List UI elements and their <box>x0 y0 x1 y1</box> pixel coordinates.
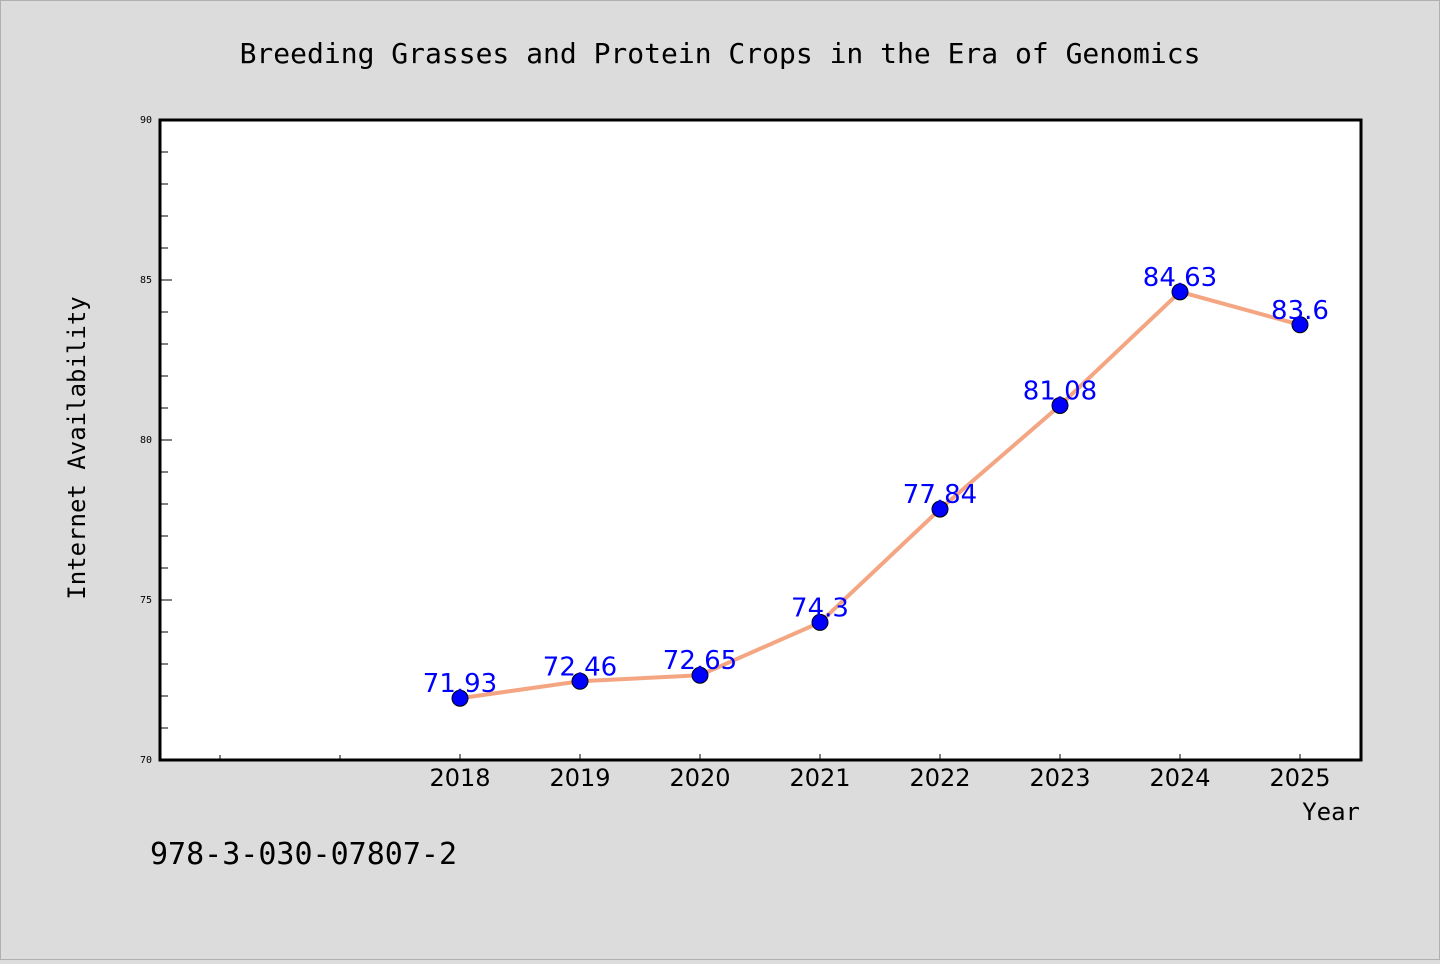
data-label: 81.08 <box>1023 376 1097 406</box>
series-line <box>459 289 1301 701</box>
data-point <box>1051 396 1069 414</box>
data-label: 77.84 <box>903 480 977 510</box>
chart-title: Breeding Grasses and Protein Crops in th… <box>240 37 1201 70</box>
series-group <box>451 283 1309 707</box>
data-label: 84.63 <box>1143 263 1217 293</box>
y-tick-label: 80 <box>140 435 152 446</box>
y-tick-label: 90 <box>140 115 152 126</box>
data-label: 74.3 <box>791 593 849 623</box>
x-tick-label: 2025 <box>1269 764 1330 792</box>
data-label: 72.65 <box>663 646 737 676</box>
x-axis: 2018 2019 2020 2021 2022 2023 2024 2025 <box>219 754 1331 792</box>
x-tick-label: 2018 <box>429 764 490 792</box>
x-tick-label: 2020 <box>669 764 730 792</box>
x-tick-label: 2023 <box>1029 764 1090 792</box>
data-point <box>571 672 589 690</box>
y-tick-label: 70 <box>140 755 152 766</box>
x-axis-label: Year <box>1302 798 1360 826</box>
x-tick-label: 2022 <box>909 764 970 792</box>
data-point <box>691 666 709 684</box>
x-tick-label: 2021 <box>789 764 850 792</box>
data-point <box>931 500 949 518</box>
data-point <box>811 613 829 631</box>
y-tick-label: 75 <box>140 595 152 606</box>
footnote: 978-3-030-07807-2 <box>150 837 457 872</box>
data-label: 83.6 <box>1271 296 1329 326</box>
x-tick-label: 2019 <box>549 764 610 792</box>
x-tick-label: 2024 <box>1149 764 1210 792</box>
data-point <box>1291 316 1309 334</box>
plot-area <box>158 118 1363 762</box>
data-labels: 71.93 72.46 72.65 74.3 77.84 81.08 84.63 83.6 <box>423 263 1329 699</box>
y-axis: 70 75 80 85 90 <box>140 115 172 766</box>
data-label: 71.93 <box>423 669 497 699</box>
data-label: 72.46 <box>543 652 617 682</box>
data-point <box>1171 283 1189 301</box>
y-tick-label: 85 <box>140 275 152 286</box>
y-axis-label: Internet Availability <box>63 296 91 599</box>
data-point <box>451 689 469 707</box>
